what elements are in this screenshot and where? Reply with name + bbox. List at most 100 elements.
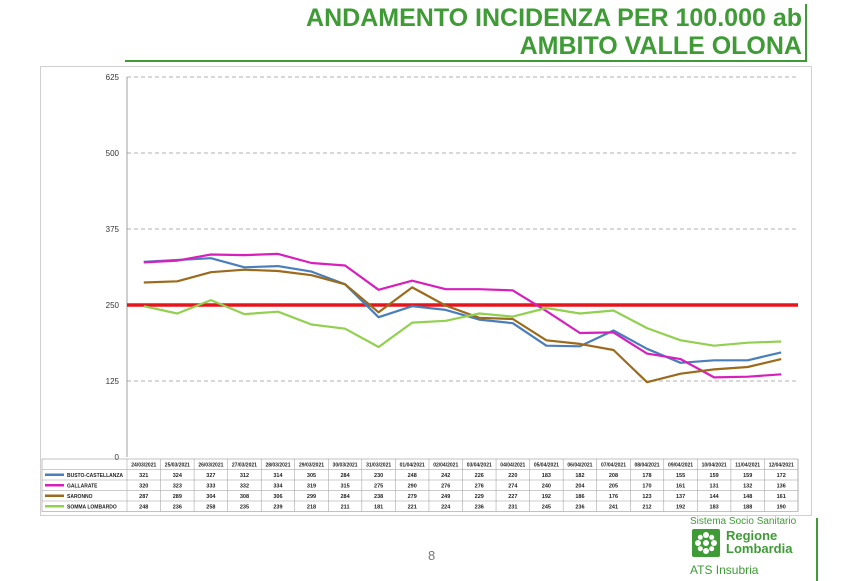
data-label: 238	[374, 494, 383, 500]
data-label: 315	[340, 484, 349, 490]
data-label: 123	[642, 494, 651, 500]
x-tick-label: 31/03/2021	[366, 463, 391, 469]
data-label: 181	[374, 505, 383, 511]
legend-label: SARONNO	[67, 494, 93, 500]
data-label: 161	[777, 494, 786, 500]
data-label: 305	[307, 473, 316, 479]
data-label: 178	[642, 473, 651, 479]
data-label: 276	[475, 484, 484, 490]
data-label: 231	[508, 505, 517, 511]
data-label: 334	[273, 484, 283, 490]
data-label: 323	[173, 484, 182, 490]
x-tick-label: 27/03/2021	[232, 463, 257, 469]
data-label: 132	[743, 484, 752, 490]
legend-label: GALLARATE	[67, 484, 98, 490]
page-number: 8	[428, 548, 436, 563]
series-line-saronno	[143, 268, 782, 384]
x-tick-label: 02/04/2021	[433, 463, 458, 469]
data-label: 183	[542, 473, 551, 479]
data-label: 308	[240, 494, 249, 500]
y-tick-label: 375	[106, 225, 120, 234]
data-label: 274	[508, 484, 518, 490]
data-label: 192	[542, 494, 551, 500]
legend-label: SOMMA LOMBARDO	[67, 505, 117, 511]
data-label: 218	[307, 505, 316, 511]
logo-agency-text: ATS Insubria	[690, 563, 759, 577]
y-tick-label: 625	[106, 73, 120, 82]
data-label: 320	[139, 484, 148, 490]
title-rule-vertical	[805, 4, 807, 62]
data-label: 333	[206, 484, 215, 490]
x-tick-label: 30/03/2021	[333, 463, 358, 469]
series-line-gallarate	[143, 252, 782, 379]
incidence-chart: 0 125 250 375 500 625 24/03/2021 25/03/2021 26/0…	[41, 73, 799, 512]
logo-region-line2: Lombardia	[726, 541, 793, 556]
x-tick-label: 29/03/2021	[299, 463, 324, 469]
data-label: 211	[341, 505, 350, 511]
x-tick-label: 04/04/2021	[500, 463, 525, 469]
x-tick-label: 05/04/2021	[534, 463, 559, 469]
x-tick-label: 11/04/2021	[735, 463, 760, 469]
x-tick-label: 01/04/2021	[400, 463, 425, 469]
data-label: 241	[609, 505, 618, 511]
data-label: 221	[408, 505, 417, 511]
title-rule-horizontal	[125, 60, 807, 62]
data-label: 332	[240, 484, 249, 490]
x-tick-label: 10/04/2021	[702, 463, 727, 469]
data-label: 284	[340, 494, 350, 500]
data-label: 161	[676, 484, 685, 490]
data-label: 155	[676, 473, 685, 479]
lombardy-rose-icon	[692, 529, 720, 557]
data-label: 186	[575, 494, 584, 500]
data-label: 212	[642, 505, 651, 511]
data-label: 319	[307, 484, 316, 490]
x-tick-label: 09/04/2021	[668, 463, 693, 469]
logo-region-text: Regione Lombardia	[726, 529, 792, 555]
x-tick-label: 25/03/2021	[165, 463, 190, 469]
data-label: 182	[575, 473, 584, 479]
logo-system-text: Sistema Socio Sanitario	[690, 516, 797, 527]
data-label: 137	[676, 494, 685, 500]
x-tick-label: 12/04/2021	[769, 463, 794, 469]
data-label: 183	[710, 505, 719, 511]
data-label: 248	[139, 505, 148, 511]
data-label: 230	[374, 473, 383, 479]
data-label: 159	[743, 473, 752, 479]
logo-region-line1: Regione	[726, 528, 778, 543]
y-tick-label: 125	[106, 377, 120, 386]
data-label: 144	[710, 494, 720, 500]
data-label: 227	[508, 494, 517, 500]
x-tick-label: 07/04/2021	[601, 463, 626, 469]
chart-frame: 0 125 250 375 500 625 24/03/2021 25/03/2021 26/0…	[40, 66, 812, 516]
x-tick-label: 03/04/2021	[467, 463, 492, 469]
data-label: 279	[408, 494, 417, 500]
data-label: 148	[743, 494, 752, 500]
data-label: 321	[139, 473, 148, 479]
data-label: 188	[743, 505, 752, 511]
logo-rule	[816, 518, 818, 581]
x-tick-label: 08/04/2021	[635, 463, 660, 469]
data-label: 208	[609, 473, 618, 479]
data-label: 312	[240, 473, 249, 479]
data-label: 275	[374, 484, 383, 490]
data-label: 236	[475, 505, 484, 511]
data-label: 304	[206, 494, 216, 500]
data-label: 306	[273, 494, 282, 500]
series-line-somma-lombardo	[143, 299, 782, 349]
data-label: 170	[642, 484, 651, 490]
y-tick-label: 0	[115, 453, 120, 462]
legend-label: BUSTO-CASTELLANZA	[67, 473, 123, 479]
y-tick-label: 250	[106, 301, 120, 310]
data-label: 240	[542, 484, 551, 490]
y-tick-label: 500	[106, 149, 120, 158]
data-label: 324	[173, 473, 183, 479]
data-label: 192	[676, 505, 685, 511]
data-label: 327	[206, 473, 215, 479]
data-label: 224	[441, 505, 451, 511]
data-label: 235	[240, 505, 249, 511]
data-label: 220	[508, 473, 517, 479]
ats-logo: Sistema Socio Sanitario Regione Lombardi…	[690, 514, 820, 581]
data-label: 136	[777, 484, 786, 490]
data-label: 131	[710, 484, 719, 490]
title-line-1: ANDAMENTO INCIDENZA PER 100.000 ab	[306, 4, 802, 32]
